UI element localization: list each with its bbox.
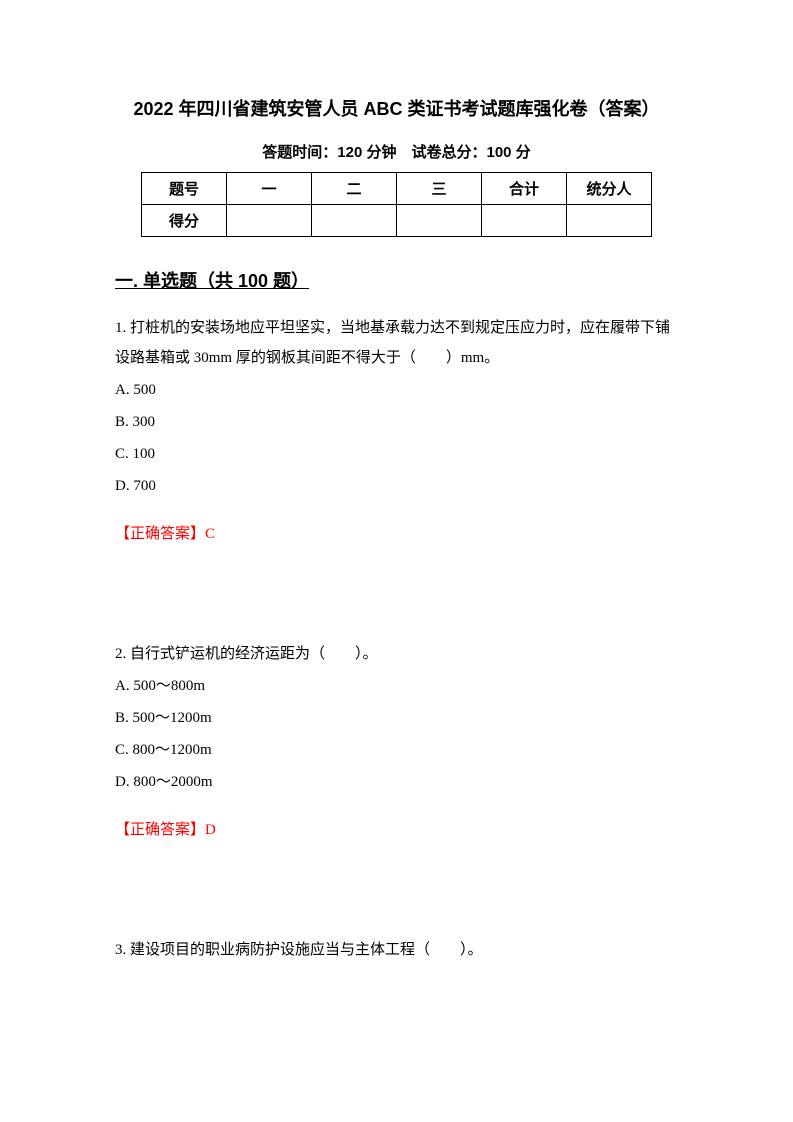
score-table: 题号 一 二 三 合计 统分人 得分 bbox=[141, 172, 652, 237]
table-cell bbox=[312, 205, 397, 237]
table-cell: 得分 bbox=[142, 205, 227, 237]
table-cell bbox=[567, 205, 652, 237]
option-a: A. 500～800m bbox=[115, 671, 678, 701]
option-b: B. 500～1200m bbox=[115, 703, 678, 733]
option-b: B. 300 bbox=[115, 407, 678, 437]
exam-info: 答题时间：120 分钟 试卷总分：100 分 bbox=[115, 141, 678, 162]
question-text: 3. 建设项目的职业病防护设施应当与主体工程（ ）。 bbox=[115, 935, 678, 965]
table-header: 三 bbox=[397, 173, 482, 205]
option-d: D. 800～2000m bbox=[115, 767, 678, 797]
question-3: 3. 建设项目的职业病防护设施应当与主体工程（ ）。 bbox=[115, 935, 678, 965]
question-text: 2. 自行式铲运机的经济运距为（ ）。 bbox=[115, 639, 678, 669]
table-cell bbox=[482, 205, 567, 237]
question-body: 自行式铲运机的经济运距为（ ）。 bbox=[130, 646, 378, 662]
question-text: 1. 打桩机的安装场地应平坦坚实，当地基承载力达不到规定压应力时，应在履带下铺设… bbox=[115, 313, 678, 373]
question-number: 2. bbox=[115, 646, 126, 662]
table-header: 二 bbox=[312, 173, 397, 205]
option-c: C. 100 bbox=[115, 439, 678, 469]
option-a: A. 500 bbox=[115, 375, 678, 405]
answer-label: 【正确答案】D bbox=[115, 815, 678, 845]
question-body: 建设项目的职业病防护设施应当与主体工程（ ）。 bbox=[130, 942, 483, 958]
table-header: 统分人 bbox=[567, 173, 652, 205]
question-number: 1. bbox=[115, 320, 126, 336]
section-title: 一. 单选题（共 100 题） bbox=[115, 267, 309, 293]
table-header-row: 题号 一 二 三 合计 统分人 bbox=[142, 173, 652, 205]
document-title: 2022 年四川省建筑安管人员 ABC 类证书考试题库强化卷（答案） bbox=[115, 95, 678, 121]
table-cell bbox=[227, 205, 312, 237]
table-header: 合计 bbox=[482, 173, 567, 205]
question-number: 3. bbox=[115, 942, 126, 958]
question-2: 2. 自行式铲运机的经济运距为（ ）。 A. 500～800m B. 500～1… bbox=[115, 639, 678, 845]
table-header: 一 bbox=[227, 173, 312, 205]
table-cell bbox=[397, 205, 482, 237]
table-score-row: 得分 bbox=[142, 205, 652, 237]
option-c: C. 800～1200m bbox=[115, 735, 678, 765]
question-1: 1. 打桩机的安装场地应平坦坚实，当地基承载力达不到规定压应力时，应在履带下铺设… bbox=[115, 313, 678, 549]
answer-label: 【正确答案】C bbox=[115, 519, 678, 549]
option-d: D. 700 bbox=[115, 471, 678, 501]
question-body: 打桩机的安装场地应平坦坚实，当地基承载力达不到规定压应力时，应在履带下铺设路基箱… bbox=[115, 320, 670, 366]
table-header: 题号 bbox=[142, 173, 227, 205]
